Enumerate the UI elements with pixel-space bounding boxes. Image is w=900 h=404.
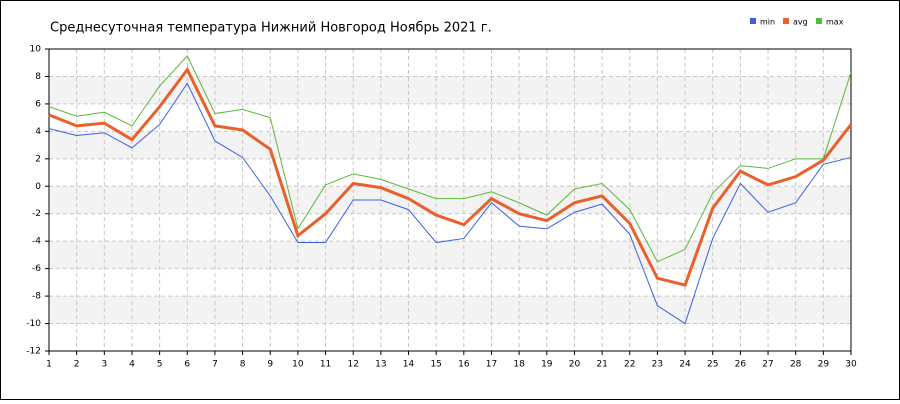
x-tick-label: 25 (707, 360, 718, 370)
y-tick-label: 10 (30, 45, 42, 55)
y-tick-label: -2 (32, 209, 41, 219)
grid-band (49, 296, 851, 324)
y-tick-label: -4 (32, 237, 41, 247)
x-tick-label: 17 (486, 360, 497, 370)
x-tick-label: 1 (46, 360, 52, 370)
x-tick-label: 19 (541, 360, 553, 370)
y-tick-label: 2 (35, 154, 41, 164)
x-tick-label: 6 (184, 360, 190, 370)
legend-swatch (783, 18, 789, 24)
x-tick-label: 2 (74, 360, 80, 370)
series-line (48, 82, 852, 325)
x-tick-label: 18 (513, 360, 525, 370)
x-tick-label: 16 (458, 360, 470, 370)
y-tick-label: 6 (35, 99, 41, 109)
x-tick-label: 9 (267, 360, 273, 370)
x-tick-label: 4 (129, 360, 135, 370)
legend-label: min (760, 18, 775, 27)
x-tick-label: 7 (212, 360, 218, 370)
x-tick-label: 29 (818, 360, 830, 370)
y-tick-label: 8 (35, 72, 41, 82)
x-tick-label: 27 (762, 360, 773, 370)
x-tick-label: 22 (624, 360, 635, 370)
x-tick-label: 20 (569, 360, 581, 370)
x-tick-label: 21 (596, 360, 607, 370)
x-tick-label: 12 (347, 360, 358, 370)
x-tick-label: 3 (101, 360, 107, 370)
x-tick-label: 10 (292, 360, 304, 370)
legend-swatch (816, 18, 822, 24)
x-tick-label: 13 (375, 360, 386, 370)
legend-swatch (750, 18, 756, 24)
x-tick-label: 23 (652, 360, 663, 370)
grid-band (49, 76, 851, 104)
series-line (48, 66, 853, 287)
y-tick-label: -8 (32, 292, 41, 302)
grid-band (49, 241, 851, 269)
chart-title: Среднесуточная температура Нижний Новгор… (50, 21, 492, 36)
plot-border (48, 48, 852, 352)
x-tick-label: 8 (240, 360, 246, 370)
x-tick-label: 14 (403, 360, 415, 370)
x-tick-label: 5 (157, 360, 163, 370)
grid-band (49, 186, 851, 214)
x-tick-label: 15 (430, 360, 441, 370)
y-tick-label: -12 (26, 347, 41, 357)
y-tick-label: -6 (32, 264, 41, 274)
x-tick-label: 26 (735, 360, 747, 370)
x-tick-label: 30 (845, 360, 857, 370)
y-tick-label: 0 (35, 182, 41, 192)
legend-label: max (826, 18, 844, 27)
grid-band (49, 131, 851, 159)
x-tick-label: 28 (790, 360, 802, 370)
legend-label: avg (793, 18, 808, 27)
x-tick-label: 24 (679, 360, 691, 370)
x-tick-label: 11 (320, 360, 331, 370)
y-tick-label: 4 (35, 127, 41, 137)
y-tick-label: -10 (26, 319, 41, 329)
series-line (48, 54, 852, 263)
